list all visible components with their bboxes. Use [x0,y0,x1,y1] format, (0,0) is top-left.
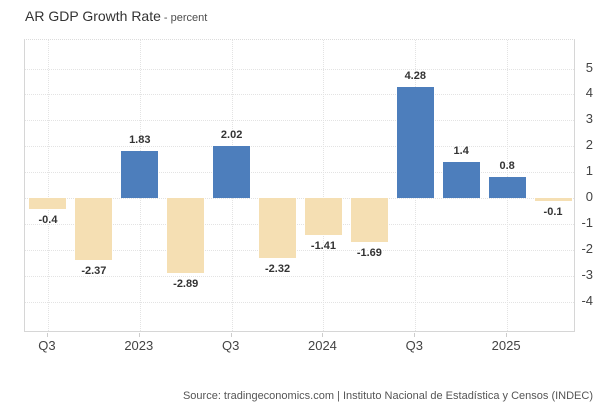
y-axis-tick-label: 2 [585,137,593,153]
x-axis-tick-mark [506,333,508,337]
bar-value-label: -2.37 [81,264,107,277]
bar[interactable] [442,161,480,199]
y-axis-tick-label: 3 [585,111,593,127]
y-axis-tick-label: -1 [581,215,593,231]
source-text: Source: tradingeconomics.com | Instituto… [182,390,593,402]
x-axis-tick-label: Q3 [405,338,423,353]
chart-title: AR GDP Growth Rate - percent [25,8,207,24]
bar[interactable] [167,198,205,274]
y-gridline [25,275,574,277]
y-gridline [25,250,574,252]
bar-value-label: 2.02 [220,128,243,141]
y-axis-tick-label: 5 [585,59,593,75]
bar[interactable] [121,150,159,199]
bar[interactable] [350,198,388,242]
y-gridline [25,120,574,122]
x-axis-tick-mark [46,333,48,337]
bar[interactable] [488,177,526,199]
x-axis-tick-mark [138,333,140,337]
bar-value-label: -0.4 [38,213,58,226]
bar-value-label: -0.1 [543,205,563,218]
bar[interactable] [213,145,251,199]
x-axis-tick-mark [322,333,324,337]
y-gridline [25,68,574,70]
y-gridline [25,198,574,200]
y-gridline [25,172,574,174]
bar-value-label: -2.32 [264,263,291,276]
bar[interactable] [396,87,434,199]
bar[interactable] [75,198,113,260]
y-axis-tick-label: 0 [585,189,593,205]
bar-value-label: 1.4 [453,144,469,157]
y-gridline [25,301,574,303]
x-axis-tick-mark [230,333,232,337]
bar[interactable] [534,198,572,201]
x-axis-tick-label: 2023 [124,338,154,353]
x-axis-tick-label: Q3 [38,338,56,353]
y-gridline [25,94,574,96]
x-axis-tick-label: Q3 [221,338,240,353]
bar-value-label: -2.89 [173,278,199,291]
y-gridline [25,146,574,148]
bar-value-label: 0.8 [499,160,515,173]
x-axis-tick-label: 2024 [307,338,337,353]
y-axis-tick-label: -4 [581,292,593,308]
x-axis-tick-label: 2025 [491,338,521,353]
bar-value-label: 1.83 [129,133,151,146]
bar-value-label: -1.69 [356,246,382,259]
bar[interactable] [259,198,297,259]
y-gridline [25,224,574,226]
x-axis-tick-mark [414,333,416,337]
x-gridline [323,40,325,331]
y-axis-tick-label: -2 [581,241,593,257]
plot-area: -0.4 -2.37 1.83 -2.89 2.02 -2.32 -1.41 -1.69 4.2… [24,39,575,332]
y-axis-tick-label: -3 [581,266,593,282]
chart-subtitle: - percent [163,12,208,24]
bar[interactable] [304,198,342,235]
chart-title-text: AR GDP Growth Rate [25,8,161,24]
bar[interactable] [29,198,67,209]
y-axis-tick-label: 1 [585,163,593,179]
y-axis-tick-label: 4 [585,85,593,101]
bar-value-label: 4.28 [404,70,426,83]
x-gridline [47,40,49,331]
bar-value-label: -1.41 [310,239,336,252]
